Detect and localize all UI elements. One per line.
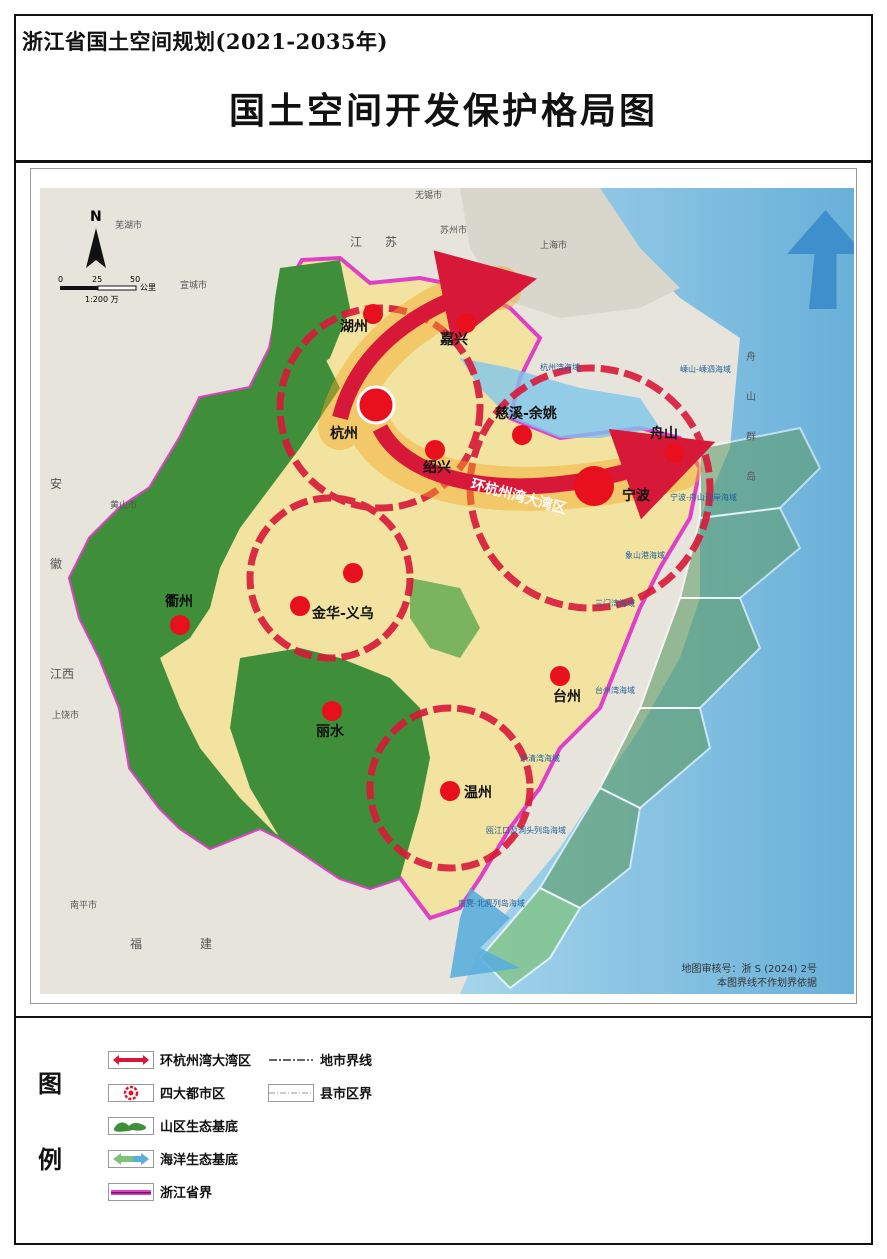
legend-item-province-border: 浙江省界 xyxy=(108,1182,212,1201)
county-boundary-icon xyxy=(268,1083,314,1102)
city-dot-shaoxing xyxy=(425,440,445,460)
legend-divider xyxy=(14,1016,873,1018)
bay-arrow-icon xyxy=(108,1050,154,1069)
city-boundary-icon xyxy=(268,1051,314,1069)
legend-item-bay-area: 环杭州湾大湾区 xyxy=(108,1050,251,1069)
neighbor-an: 安 xyxy=(50,476,62,491)
hangzhou-bay xyxy=(460,358,660,438)
mountain-green-icon xyxy=(108,1116,154,1135)
legend-heading-2: 例 xyxy=(38,1145,62,1174)
neighbor-wuhu: 芜湖市 xyxy=(115,219,142,231)
ocean-arrow-icon xyxy=(108,1149,154,1168)
city-dot-zhoushan xyxy=(664,443,684,463)
label-zhou: 舟 xyxy=(746,350,756,363)
city-label-cixi: 慈溪-余姚 xyxy=(495,405,557,422)
neighbor-jiangxi: 江西 xyxy=(50,667,74,681)
neighbor-nanping: 南平市 xyxy=(70,899,97,911)
city-dot-ningbo xyxy=(574,466,614,506)
city-dot-jiaxing xyxy=(456,313,476,333)
city-label-jinhua: 金华-义乌 xyxy=(311,605,374,622)
sea-label-taizhou: 台州湾海域 xyxy=(595,685,635,695)
legend-item-ocean: 海洋生态基底 xyxy=(108,1149,238,1168)
city-dot-taizhou xyxy=(550,666,570,686)
scale-bar: 0 25 50 公里 1:200 万 xyxy=(58,275,156,304)
city-label-ningbo: 宁波 xyxy=(622,487,651,504)
east-sea xyxy=(460,188,854,994)
city-label-wenzhou: 温州 xyxy=(464,785,492,801)
neighbor-su: 苏 xyxy=(385,235,397,249)
ocean-arrow-south-icon xyxy=(450,888,520,978)
sea-label-hangzhou-bay: 杭州湾海域 xyxy=(540,362,580,372)
map-title: 国土空间开发保护格局图 xyxy=(228,91,658,132)
city-dot-huzhou xyxy=(363,304,383,324)
jinhua-ring xyxy=(246,494,414,662)
province-border-icon xyxy=(108,1182,154,1201)
sea-label-xiangshan: 象山港海域 xyxy=(625,550,665,560)
svg-text:50: 50 xyxy=(130,275,140,284)
neighbor-fu: 福 xyxy=(130,936,142,951)
ocean-arrow-north-icon xyxy=(787,210,854,310)
bay-arrow-north xyxy=(332,250,538,421)
approval-note: 地图审核号：浙 S (2024) 2号 本图界线不作划界依据 xyxy=(682,963,818,991)
city-dot-hangzhou xyxy=(356,385,396,425)
north-arrow-icon: N xyxy=(86,209,106,268)
city-label-shaoxing: 绍兴 xyxy=(423,459,451,476)
city-label-lishui: 丽水 xyxy=(316,723,345,740)
neighbor-xuancheng: 宣城市 xyxy=(180,279,207,291)
city-dot-yiwu xyxy=(343,563,363,583)
central-mountain-zone xyxy=(410,578,480,658)
neighbor-huangshan: 黄山市 xyxy=(110,499,137,511)
neighbor-shanghai: 上海市 xyxy=(540,239,567,251)
province-map[interactable]: 环杭州湾大湾区 湖州 嘉兴 杭州 绍兴 慈溪-余姚 舟山 宁波 衢州 金华-义乌… xyxy=(40,188,854,994)
label-shan: 山 xyxy=(746,391,756,403)
north-label: N xyxy=(90,209,102,225)
map-frame xyxy=(14,14,873,1245)
plan-title: 浙江省国土空间规划(2021-2035年) xyxy=(22,29,388,54)
legend-heading-1: 图 xyxy=(38,1069,62,1098)
city-label-taizhou: 台州 xyxy=(553,688,581,705)
legend-item-county-boundary: 县市区界 xyxy=(268,1083,372,1102)
sea-label-nanji: 南麂-北麂列岛海域 xyxy=(458,898,525,908)
legend-item-mountain: 山区生态基底 xyxy=(108,1116,238,1135)
legend-item-city-boundary: 地市界线 xyxy=(268,1050,372,1069)
sea-label-oujiang: 瓯江口及洞头列岛海域 xyxy=(486,825,566,835)
approval-number: 地图审核号：浙 S (2024) 2号 xyxy=(681,964,818,975)
city-label-huzhou: 湖州 xyxy=(340,319,368,335)
city-markers xyxy=(170,304,684,801)
bay-arrow-east xyxy=(372,424,716,520)
neighbor-jian: 建 xyxy=(200,937,212,951)
north-mountain-zone xyxy=(270,260,350,388)
city-dot-jinhua xyxy=(290,596,310,616)
neighbor-wuxi: 无锡市 xyxy=(415,189,442,201)
city-dot-lishui xyxy=(322,701,342,721)
svg-text:25: 25 xyxy=(92,275,102,284)
neighbor-suzhou: 苏州市 xyxy=(440,224,467,236)
city-dot-wenzhou xyxy=(440,781,460,801)
sea-label-shengsi: 嵊山-嵊泗海域 xyxy=(680,364,731,374)
city-label-jiaxing: 嘉兴 xyxy=(439,331,468,348)
wenzhou-ring xyxy=(366,704,534,872)
city-label-quzhou: 衢州 xyxy=(165,593,193,610)
sea-label-yueqing: 乐清湾海域 xyxy=(520,753,560,763)
city-dot-cixi xyxy=(512,425,532,445)
approval-disclaimer: 本图界线不作划界依据 xyxy=(717,978,817,989)
neighbor-jiang: 江 xyxy=(350,235,362,249)
city-label-zhoushan: 舟山 xyxy=(650,425,678,442)
metro-ring-icon xyxy=(108,1083,154,1102)
svg-text:0: 0 xyxy=(58,275,63,284)
city-dot-quzhou xyxy=(170,615,190,635)
label-dao: 岛 xyxy=(746,470,756,483)
neighbor-shangrao: 上饶市 xyxy=(52,709,79,721)
sea-label-ningbo-zhoushan: 宁波-舟山近岸海域 xyxy=(670,492,737,502)
svg-text:1:200 万: 1:200 万 xyxy=(85,295,119,304)
label-qun: 群 xyxy=(746,430,756,443)
neighbor-hui: 徽 xyxy=(50,556,62,571)
header-divider xyxy=(14,160,873,163)
svg-text:公里: 公里 xyxy=(140,283,156,292)
legend-item-metro: 四大都市区 xyxy=(108,1083,225,1102)
city-label-hangzhou: 杭州 xyxy=(330,425,358,442)
sea-label-sanmen: 三门湾海域 xyxy=(595,598,635,608)
west-mountain-zone xyxy=(70,328,340,848)
